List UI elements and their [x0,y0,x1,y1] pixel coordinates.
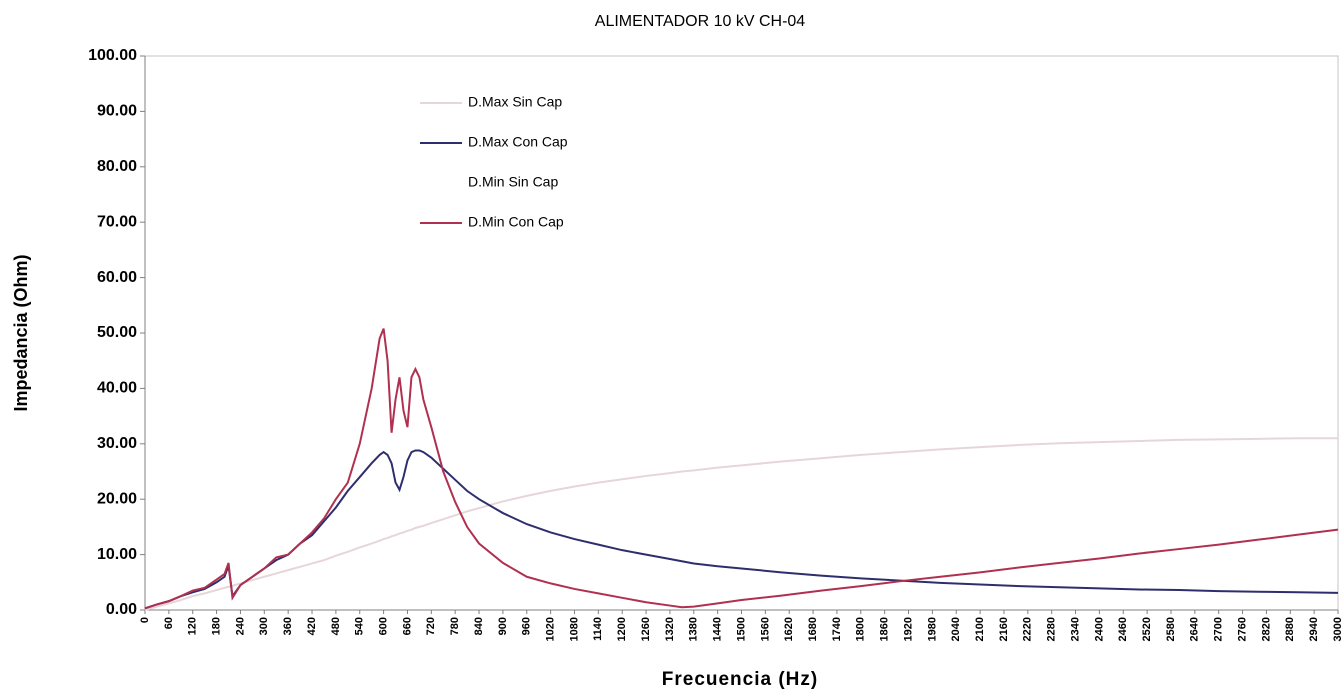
x-tick-label: 2520 [1141,617,1153,641]
x-tick-label: 1080 [568,617,580,641]
legend-label: D.Min Sin Cap [468,174,558,190]
x-tick-label: 2760 [1236,617,1248,641]
x-tick-label: 1920 [902,617,914,641]
x-tick-label: 180 [210,617,222,635]
x-tick-label: 2220 [1022,617,1034,641]
x-tick-label: 60 [163,617,175,629]
x-tick-label: 2100 [974,617,986,641]
x-tick-label: 2160 [998,617,1010,641]
legend-label: D.Min Con Cap [468,214,564,230]
x-tick-label: 2040 [950,617,962,641]
x-tick-label: 1380 [688,617,700,641]
x-tick-label: 1560 [759,617,771,641]
x-tick-label: 1800 [855,617,867,641]
x-tick-label: 2460 [1117,617,1129,641]
legend-label: D.Max Con Cap [468,134,568,150]
y-tick-label: 60.00 [97,269,137,286]
y-tick-label: 30.00 [97,435,137,452]
x-tick-label: 780 [449,617,461,635]
x-tick-label: 1980 [926,617,938,641]
x-tick-label: 300 [258,617,270,635]
x-tick-label: 2880 [1284,617,1296,641]
x-tick-label: 1140 [592,617,604,641]
x-tick-label: 1500 [735,617,747,641]
legend-label: D.Max Sin Cap [468,94,562,110]
x-tick-label: 0 [139,617,151,623]
x-tick-label: 2280 [1046,617,1058,641]
x-tick-label: 1320 [664,617,676,641]
x-tick-label: 900 [497,617,509,635]
series-line [144,437,1338,611]
y-tick-label: 10.00 [97,546,137,563]
x-tick-label: 420 [306,617,318,635]
y-axis-label: Impedancia (Ohm) [11,254,31,411]
x-tick-label: 1020 [545,617,557,641]
x-tick-label: 1260 [640,617,652,641]
x-tick-label: 360 [282,617,294,635]
x-tick-label: 840 [473,617,485,635]
x-tick-label: 660 [401,617,413,635]
x-tick-label: 2340 [1069,617,1081,641]
x-tick-label: 2580 [1165,617,1177,641]
x-tick-label: 3000 [1332,617,1343,641]
y-tick-label: 100.00 [88,47,137,64]
x-tick-label: 2940 [1308,617,1320,641]
x-tick-label: 2700 [1213,617,1225,641]
series-line [144,449,1339,610]
x-tick-label: 2640 [1189,617,1201,641]
plot-frame [144,55,1339,611]
x-tick-label: 2400 [1093,617,1105,641]
x-tick-label: 1680 [807,617,819,641]
x-tick-label: 1440 [712,617,724,641]
x-tick-label: 600 [378,617,390,635]
x-tick-label: 540 [354,617,366,635]
x-tick-label: 1860 [879,617,891,641]
x-tick-label: 480 [330,617,342,635]
y-tick-label: 90.00 [97,103,137,120]
x-tick-label: 1200 [616,617,628,641]
series-line [144,328,1339,610]
x-tick-label: 1740 [831,617,843,641]
x-tick-label: 120 [187,617,199,635]
x-tick-label: 240 [234,617,246,635]
x-tick-label: 720 [425,617,437,635]
y-tick-label: 0.00 [106,601,137,618]
y-tick-label: 80.00 [97,158,137,175]
y-tick-label: 50.00 [97,324,137,341]
x-tick-label: 960 [521,617,533,635]
y-tick-label: 20.00 [97,490,137,507]
x-axis-label: Frecuencia (Hz) [662,669,818,690]
y-tick-label: 70.00 [97,213,137,230]
chart-title: ALIMENTADOR 10 kV CH-04 [595,13,806,30]
x-tick-label: 1620 [783,617,795,641]
y-tick-label: 40.00 [97,380,137,397]
x-tick-label: 2820 [1260,617,1272,641]
